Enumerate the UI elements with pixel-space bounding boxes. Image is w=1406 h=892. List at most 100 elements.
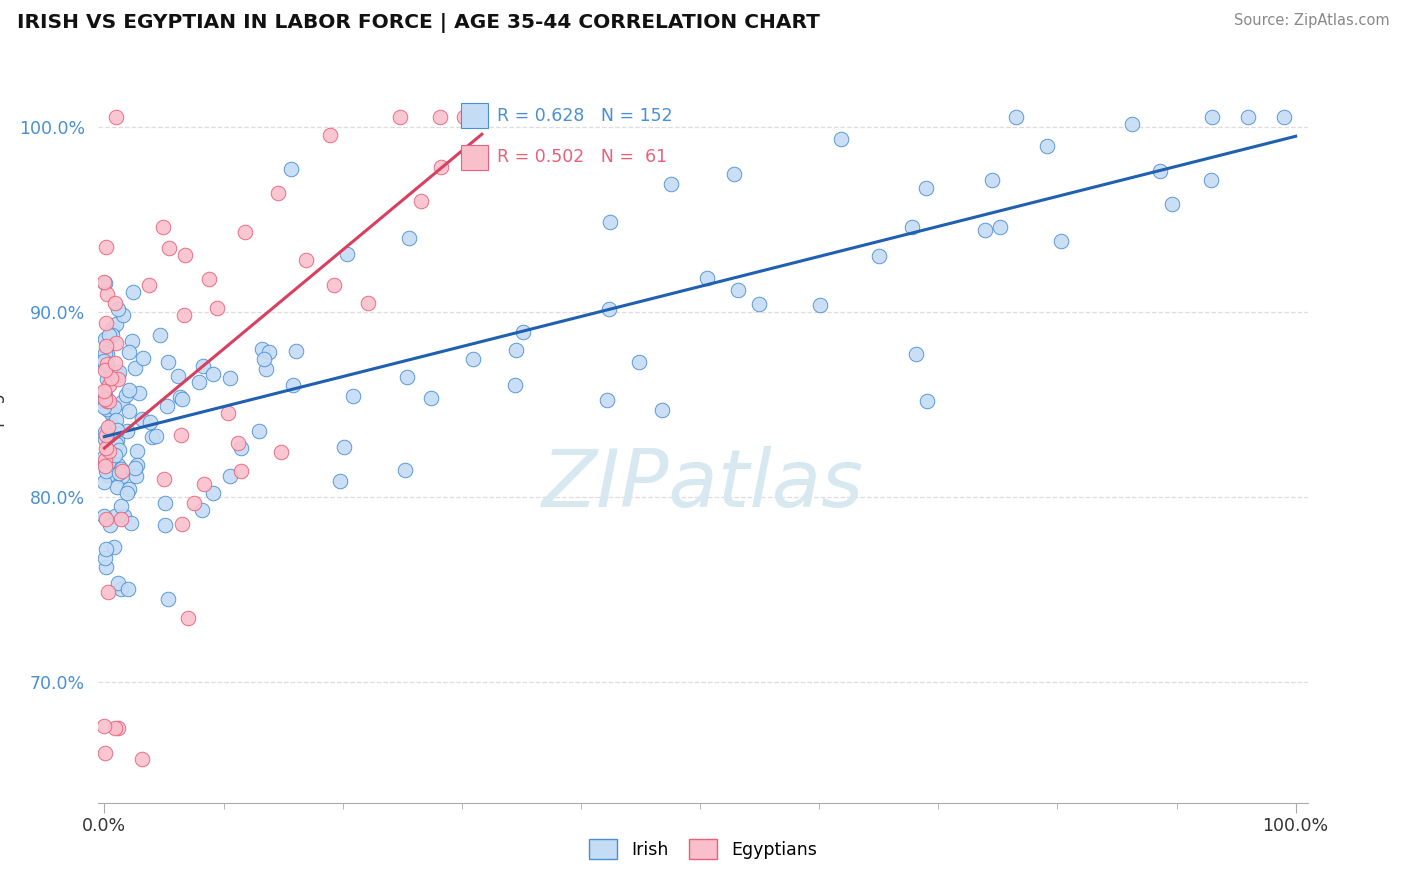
Point — [138, 277, 160, 292]
Point — [94, 363, 117, 377]
Point — [107, 423, 129, 437]
Point — [505, 343, 527, 358]
Point — [202, 367, 225, 381]
Point — [117, 486, 139, 500]
Point — [97, 448, 120, 462]
Point — [97, 398, 120, 412]
Point — [176, 610, 198, 624]
Point — [94, 427, 117, 442]
Point — [96, 338, 118, 352]
Point — [1004, 111, 1026, 125]
Point — [93, 384, 115, 398]
Point — [94, 332, 117, 346]
Point — [111, 395, 134, 409]
Point — [104, 356, 127, 370]
Point — [93, 275, 115, 289]
Y-axis label: In Labor Force | Age 35-44: In Labor Force | Age 35-44 — [0, 326, 6, 557]
Point — [461, 352, 484, 367]
Point — [94, 388, 117, 402]
Point — [253, 351, 276, 366]
Point — [915, 393, 938, 408]
Point — [914, 181, 936, 195]
Point — [110, 582, 132, 596]
Point — [124, 461, 146, 475]
Point — [93, 719, 115, 733]
Point — [104, 111, 127, 125]
Point — [104, 437, 127, 451]
Point — [430, 160, 453, 174]
Point — [429, 111, 451, 125]
Point — [830, 132, 852, 146]
Point — [127, 444, 149, 458]
Point — [104, 296, 127, 310]
Point — [153, 472, 176, 486]
Point — [183, 496, 205, 510]
Point — [1272, 111, 1295, 125]
Point — [155, 517, 177, 532]
Point — [100, 371, 122, 385]
Text: Source: ZipAtlas.com: Source: ZipAtlas.com — [1233, 13, 1389, 29]
Point — [988, 220, 1011, 235]
Point — [453, 111, 475, 125]
Point — [188, 375, 211, 389]
Point — [323, 278, 346, 293]
Point — [117, 582, 139, 596]
Point — [283, 378, 305, 392]
Point — [905, 347, 928, 361]
Point — [170, 428, 193, 442]
Point — [94, 394, 117, 409]
Point — [329, 474, 352, 488]
Point — [101, 368, 124, 383]
Point — [247, 424, 270, 438]
Point — [94, 464, 117, 478]
Point — [101, 322, 124, 336]
Point — [156, 399, 179, 413]
Point — [94, 459, 117, 474]
Point — [125, 469, 148, 483]
Point — [96, 357, 118, 371]
Point — [110, 500, 132, 514]
Point — [127, 458, 149, 472]
Point — [93, 551, 115, 566]
Point — [105, 335, 128, 350]
Point — [111, 308, 134, 322]
Point — [93, 394, 115, 409]
Point — [336, 247, 359, 261]
Point — [98, 378, 121, 392]
Point — [107, 575, 129, 590]
Point — [1121, 117, 1143, 131]
Point — [121, 285, 143, 300]
Point — [97, 327, 120, 342]
Point — [118, 482, 141, 496]
Point — [155, 496, 177, 510]
Point — [93, 354, 115, 368]
Point — [141, 430, 163, 444]
Point — [96, 451, 118, 466]
Point — [93, 453, 115, 467]
Point — [97, 420, 120, 434]
Point — [107, 721, 129, 735]
Point — [250, 342, 273, 356]
Point — [100, 406, 122, 420]
Point — [1236, 111, 1258, 125]
Point — [93, 385, 115, 400]
Point — [651, 403, 673, 417]
Point — [285, 344, 308, 359]
Point — [167, 369, 190, 384]
Point — [111, 464, 134, 478]
Point — [93, 357, 115, 371]
Text: IRISH VS EGYPTIAN IN LABOR FORCE | AGE 35-44 CORRELATION CHART: IRISH VS EGYPTIAN IN LABOR FORCE | AGE 3… — [17, 13, 820, 33]
Point — [101, 328, 124, 343]
Point — [152, 219, 174, 234]
Point — [118, 404, 141, 418]
Point — [94, 316, 117, 330]
Point — [394, 463, 416, 477]
Point — [628, 355, 651, 369]
Point — [94, 454, 117, 468]
Point — [157, 354, 180, 368]
Point — [131, 752, 153, 766]
Point — [104, 509, 127, 524]
Point — [598, 302, 620, 317]
Point — [357, 295, 380, 310]
Point — [93, 432, 115, 446]
